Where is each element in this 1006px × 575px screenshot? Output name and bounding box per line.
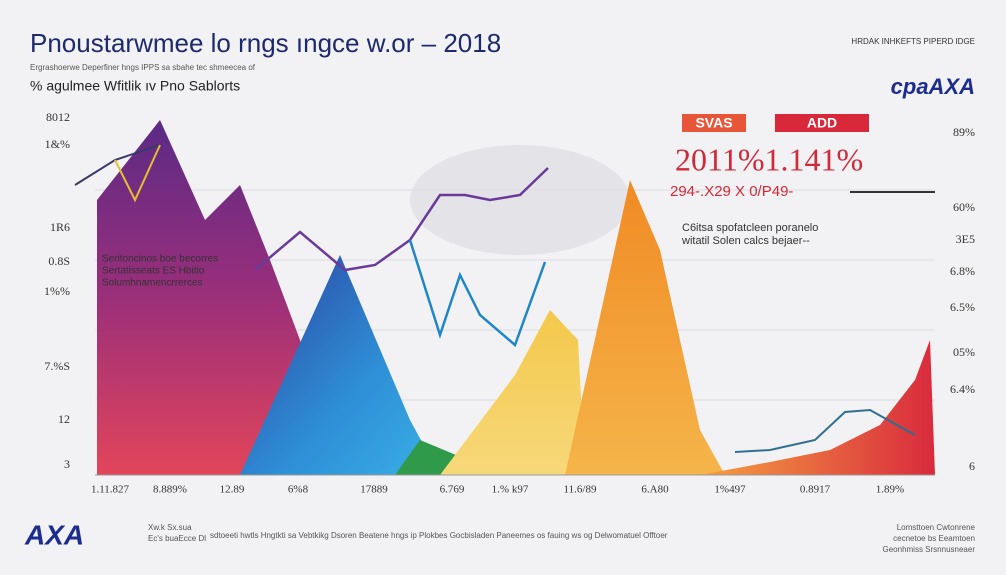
footer-logo: AXA — [24, 519, 84, 550]
footer-line: Geonhmiss Srsnnusneaer — [883, 545, 976, 554]
x-label: 1.% k97 — [492, 484, 529, 496]
annotation-line: C6itsa spofatcleen poranelo — [682, 222, 818, 234]
annotation-line: Sertatisseats ES Hbitio — [102, 266, 205, 277]
footer-line: cecnetoe bs Eeamtoen — [893, 534, 975, 543]
logo: cpaAXA — [891, 74, 975, 99]
right-tick: 6 — [969, 459, 975, 473]
x-label: 1%497 — [714, 484, 746, 496]
x-label: 1.89% — [876, 484, 904, 496]
peak-purple — [97, 120, 330, 475]
headline: 2011%1.141% — [675, 141, 863, 177]
x-label: 6.A80 — [641, 484, 669, 496]
x-label: 6%8 — [288, 484, 309, 496]
subtitle: % agulmee Wfitlik ıv Pno Sablorts — [30, 78, 240, 94]
right-tick: 6.4% — [950, 382, 975, 396]
footer-text: Xw.k Sx.sua Ec's buaEcce Dl sdtoeeti hwtls… — [148, 523, 976, 554]
footer-line: Xw.k Sx.sua — [148, 523, 192, 532]
headline-sub: 294-.X29 X 0/P49- — [670, 183, 793, 200]
right-tick: 6.8% — [950, 264, 975, 278]
trend-line — [254, 167, 549, 272]
tag: ADD — [807, 115, 837, 131]
trend-line — [408, 239, 547, 348]
tag: SVAS — [695, 115, 732, 131]
peak-red — [700, 340, 935, 475]
x-label: 12.89 — [220, 484, 245, 496]
footer-line: Lomsttoen Cwtonrene — [897, 523, 976, 532]
right-tick: 3E5 — [956, 232, 975, 246]
left-tick: 0.8S — [48, 254, 70, 268]
tag-box — [775, 114, 869, 132]
top-right-note: HRDAK INHKEFTS PIPERD IDGE — [851, 37, 975, 46]
left-tick: 7.%S — [44, 359, 70, 373]
right-tick: 60% — [953, 200, 975, 214]
annotation-line: Seritoncinos boe becorres — [102, 254, 218, 265]
trend-line — [734, 408, 916, 453]
right-tick: 89% — [953, 125, 975, 139]
left-tick: 1%% — [44, 284, 70, 298]
x-label: 0.8917 — [800, 484, 831, 496]
right-tick: 05% — [953, 345, 975, 359]
x-labels: 1.11.827 8.889% 12.89 6%8 17889 6.769 1.% k97 1… — [91, 484, 904, 496]
right-ticks: 89% 60% 3E5 6.8% 6.5% 05% 6.4% 6 — [950, 125, 975, 473]
footer-line: Ec's buaEcce Dl — [148, 534, 206, 543]
left-tick: 1&% — [45, 137, 70, 151]
x-label: 11.6/89 — [564, 484, 597, 496]
note: Ergrashoerwe Deperfiner hngs IPPS sa sba… — [30, 63, 256, 72]
peak-yellow — [440, 310, 585, 475]
annotation-line: witatil Solen calcs bejaer-- — [681, 235, 810, 247]
left-tick: 12 — [58, 412, 70, 426]
left-ticks: 8012 1&% 1R6 0.8S 1%% 7.%S 12 3 — [44, 110, 70, 471]
right-tick: 6.5% — [950, 300, 975, 314]
annotation-line: Solumhnamencrrerces — [102, 278, 203, 289]
peak-blue — [240, 255, 440, 475]
left-tick: 3 — [64, 457, 70, 471]
trend-line — [114, 144, 161, 203]
left-tick: 8012 — [46, 110, 70, 124]
left-tick: 1R6 — [50, 220, 70, 234]
tag-box — [682, 114, 746, 132]
x-label: 6.769 — [440, 484, 465, 496]
x-label: 8.889% — [153, 484, 187, 496]
title: Pnoustarwmee lo rngs ıngce w.or – 2018 — [30, 28, 501, 58]
footer-line: sdtoeeti hwtls Hngtkti sa Vebtkikg Dsore… — [210, 531, 668, 540]
x-label: 17889 — [360, 484, 388, 496]
x-label: 1.11.827 — [91, 484, 130, 496]
map-shape — [410, 145, 630, 255]
peak-orange — [565, 180, 725, 475]
